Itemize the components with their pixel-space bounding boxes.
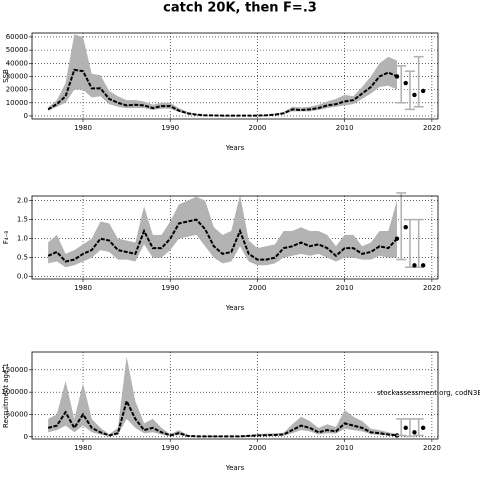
confidence-band — [48, 194, 398, 268]
y-tick-label: 30000 — [6, 72, 28, 80]
x-tick-label: 2020 — [423, 284, 441, 292]
plot-frame — [31, 32, 439, 120]
x-tick-label: 1980 — [74, 444, 92, 452]
projection-point — [420, 263, 426, 268]
estimate-line — [47, 398, 398, 438]
y-tick-label: 1.5 — [17, 216, 28, 224]
y-tick-label: 60000 — [6, 33, 28, 41]
y-tick-label: 2.0 — [17, 197, 28, 205]
projection-point — [403, 225, 408, 230]
y-tick-label: 1.0 — [17, 235, 28, 243]
y-tick-label: 50000 — [6, 410, 28, 418]
x-tick-label: 2010 — [336, 124, 354, 132]
plot-frame — [31, 351, 439, 440]
last-point — [394, 74, 400, 79]
y-axis-label: SSB — [2, 69, 10, 83]
x-tick-label: 2000 — [249, 284, 267, 292]
x-tick-label: 1990 — [161, 444, 179, 452]
annotation: stockassessment.org, codN3Bthen_2017_ — [377, 389, 480, 397]
x-tick-label: 1990 — [161, 124, 179, 132]
x-axis-label: Years — [225, 144, 245, 152]
x-tick-label: 2020 — [423, 444, 441, 452]
x-tick-label: 1990 — [161, 284, 179, 292]
chart-title: catch 20K, then F=.3 — [163, 1, 317, 16]
estimate-line — [47, 68, 398, 117]
x-tick-label: 2000 — [249, 124, 267, 132]
y-tick-label: 0.0 — [17, 273, 28, 281]
y-tick-label: 0.5 — [17, 254, 28, 262]
projection-point — [403, 425, 408, 431]
x-axis-label: Years — [225, 304, 245, 312]
y-tick-label: 50000 — [6, 46, 28, 54]
projection-point — [420, 425, 426, 431]
y-tick-label: 10000 — [6, 99, 28, 107]
x-tick-label: 2000 — [249, 444, 267, 452]
projection-point — [420, 88, 426, 94]
projection-point — [403, 80, 408, 86]
confidence-band — [48, 34, 398, 116]
confidence-band — [48, 356, 398, 437]
projection-point — [412, 430, 417, 435]
x-tick-label: 2010 — [336, 444, 354, 452]
y-tick-label: 0 — [24, 112, 28, 120]
x-axis-label: Years — [225, 464, 245, 472]
y-tick-label: 20000 — [6, 86, 28, 94]
y-axis-label: F₄₋₈ — [2, 231, 10, 245]
plot-frame — [31, 195, 439, 280]
y-tick-label: 150000 — [1, 366, 28, 374]
projection-point — [412, 263, 417, 268]
estimate-line — [47, 218, 398, 263]
y-tick-label: 100000 — [1, 388, 28, 396]
x-tick-label: 2020 — [423, 124, 441, 132]
y-tick-label: 40000 — [6, 59, 28, 67]
y-tick-label: 0 — [24, 433, 28, 441]
y-axis-label: Recruitment age 1 — [2, 363, 10, 428]
x-tick-label: 1980 — [74, 284, 92, 292]
x-tick-label: 1980 — [74, 124, 92, 132]
last-point — [394, 236, 400, 241]
x-tick-label: 2010 — [336, 284, 354, 292]
projection-point — [412, 92, 417, 98]
